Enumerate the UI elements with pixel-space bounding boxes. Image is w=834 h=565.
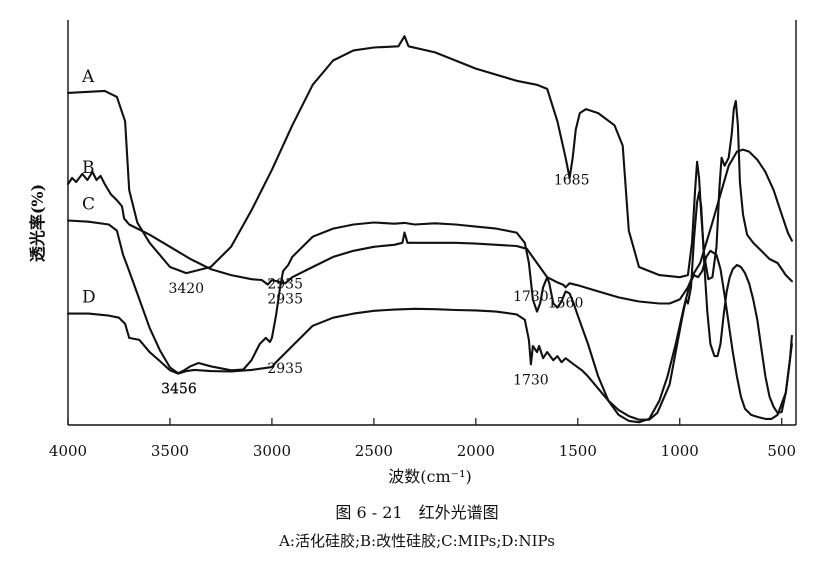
peak-label: 2935 bbox=[267, 277, 303, 293]
series-label-d: D bbox=[82, 288, 96, 308]
x-tick-label: 2000 bbox=[457, 442, 495, 460]
spectrum-trace-a bbox=[66, 35, 793, 283]
peak-label: 1730 bbox=[513, 289, 549, 305]
peak-label: 1730 bbox=[513, 372, 549, 388]
figure-caption: 图 6 - 21 红外光谱图 bbox=[335, 503, 499, 522]
peak-label: 3456 bbox=[161, 381, 197, 397]
figure-legend-caption: A:活化硅胶;B:改性硅胶;C:MIPs;D:NIPs bbox=[279, 532, 555, 550]
peak-label: 3456 bbox=[161, 381, 197, 397]
x-tick-label: 500 bbox=[767, 442, 796, 460]
x-tick-label: 3500 bbox=[151, 442, 189, 460]
peak-label: 1560 bbox=[548, 295, 584, 311]
x-tick-label: 1500 bbox=[559, 442, 597, 460]
x-tick-label: 2500 bbox=[355, 442, 393, 460]
spectrum-traces bbox=[66, 35, 793, 424]
series-label-b: B bbox=[82, 158, 95, 178]
peak-label: 2935 bbox=[267, 361, 303, 377]
spectrum-trace-d bbox=[66, 191, 793, 421]
peak-label: 2935 bbox=[267, 291, 303, 307]
spectrum-trace-b bbox=[66, 148, 793, 305]
x-axis-ticks: 4000 3500 3000 2500 2000 1500 1000 500 bbox=[49, 418, 796, 460]
series-label-a: A bbox=[81, 67, 95, 87]
plot-frame bbox=[67, 20, 797, 426]
series-label-c: C bbox=[82, 194, 95, 214]
x-tick-label: 1000 bbox=[661, 442, 699, 460]
x-tick-label: 3000 bbox=[253, 442, 291, 460]
y-axis-title: 透光率(%) bbox=[28, 184, 47, 262]
x-tick-label: 4000 bbox=[49, 442, 87, 460]
spectrum-trace-c bbox=[66, 219, 793, 424]
peak-label: 1685 bbox=[554, 172, 590, 188]
x-axis-title: 波数(cm⁻¹) bbox=[388, 467, 471, 486]
peak-label: 3420 bbox=[168, 281, 204, 297]
